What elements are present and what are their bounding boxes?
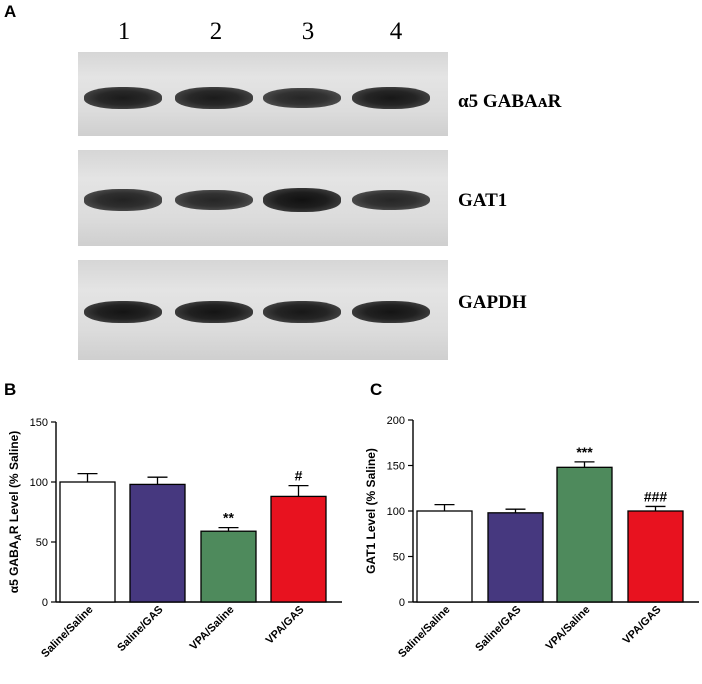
blot-label-alpha5-gabaar: α5 GABAᴀR	[458, 91, 562, 112]
lane-number-2: 2	[209, 18, 223, 45]
lane-number-3: 3	[301, 18, 315, 45]
lane-number-1: 1	[117, 18, 131, 45]
y-tick-label: 0	[399, 597, 405, 609]
significance-label: ###	[644, 488, 668, 504]
blot-band	[175, 189, 253, 211]
blot-band	[263, 300, 341, 324]
blot-band	[175, 87, 253, 109]
panel-label-c: C	[370, 380, 383, 399]
panel-label-b: B	[4, 380, 17, 399]
bar	[270, 495, 327, 603]
blot-band	[84, 189, 162, 211]
blot-band	[352, 300, 430, 324]
significance-label: ***	[576, 444, 593, 460]
panel-label-a: A	[4, 2, 17, 21]
category-label: Saline/GAS	[115, 604, 165, 654]
category-label: VPA/Saline	[544, 604, 593, 653]
category-label: VPA/GAS	[264, 604, 307, 647]
bar	[59, 481, 116, 603]
y-axis-label: α5 GABAAR Level (% Saline)	[7, 431, 23, 594]
chart-alpha5-gabaar-level: 0 50 100 150 α5 GABAAR Level (% Saline) Salin…	[0, 395, 345, 684]
significance-label: **	[223, 510, 234, 526]
chart-gat1-level: 0 50 100 150 200 GAT1 Level (% Saline) Saline/…	[360, 395, 702, 684]
y-tick-label: 100	[387, 506, 405, 518]
bar	[129, 483, 186, 603]
blot-row-alpha5-gabaar	[78, 52, 448, 136]
y-tick-label: 150	[387, 461, 405, 473]
lane-number-4: 4	[389, 18, 403, 45]
blot-band	[175, 300, 253, 324]
y-tick-label: 50	[393, 552, 405, 564]
category-label: Saline/Saline	[39, 604, 95, 660]
blot-band	[84, 87, 162, 109]
y-tick-label: 200	[387, 415, 405, 427]
blot-band	[352, 189, 430, 211]
y-tick-label: 100	[30, 477, 48, 489]
category-label: Saline/Saline	[396, 604, 452, 660]
y-axis-label: GAT1 Level (% Saline)	[364, 448, 378, 574]
bar	[487, 512, 544, 603]
blot-label-gapdh: GAPDH	[458, 292, 527, 313]
y-tick-label: 150	[30, 417, 48, 429]
bar	[200, 530, 257, 603]
blot-label-gat1: GAT1	[458, 190, 508, 211]
blot-band	[263, 87, 341, 109]
category-label: VPA/Saline	[188, 604, 237, 653]
blot-row-gat1	[78, 150, 448, 246]
blot-band	[352, 86, 430, 110]
bar	[416, 510, 473, 603]
bar	[556, 466, 613, 603]
category-label: VPA/GAS	[621, 604, 664, 647]
y-tick-label: 0	[42, 597, 48, 609]
blot-band	[84, 300, 162, 324]
category-label: Saline/GAS	[473, 604, 523, 654]
y-tick-label: 50	[36, 537, 48, 549]
bar	[627, 510, 684, 603]
significance-label: #	[295, 468, 303, 484]
blot-row-gapdh	[78, 260, 448, 360]
blot-band	[263, 188, 341, 212]
